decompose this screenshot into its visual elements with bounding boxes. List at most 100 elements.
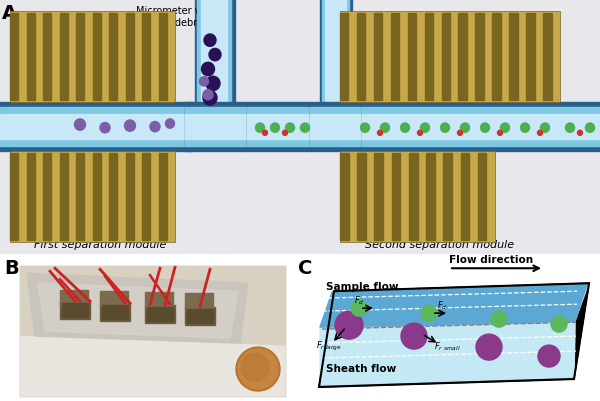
- Bar: [392, 154, 400, 240]
- Circle shape: [421, 306, 437, 321]
- Text: $F_d$: $F_d$: [437, 298, 448, 311]
- Circle shape: [238, 349, 278, 389]
- Bar: [109, 154, 117, 240]
- Bar: [426, 154, 435, 240]
- Bar: [125, 14, 134, 101]
- Bar: [60, 290, 88, 306]
- Bar: [461, 154, 469, 240]
- Text: Sample flow: Sample flow: [326, 282, 398, 292]
- Bar: [325, 0, 346, 103]
- Circle shape: [538, 345, 560, 367]
- Circle shape: [380, 124, 389, 133]
- Bar: [59, 14, 68, 101]
- Bar: [76, 154, 84, 240]
- Bar: [59, 154, 68, 240]
- Circle shape: [491, 312, 507, 327]
- Circle shape: [481, 124, 490, 133]
- Bar: [310, 108, 360, 147]
- Bar: [92, 154, 101, 240]
- Text: B: B: [4, 259, 19, 277]
- Bar: [109, 14, 117, 101]
- Polygon shape: [20, 336, 285, 396]
- Bar: [340, 152, 495, 242]
- Circle shape: [263, 131, 268, 136]
- Text: Sheath flow: Sheath flow: [326, 363, 396, 373]
- Text: Second separation module: Second separation module: [365, 239, 515, 249]
- Bar: [478, 154, 487, 240]
- Bar: [187, 310, 213, 323]
- Polygon shape: [320, 284, 587, 327]
- Bar: [185, 294, 213, 310]
- Bar: [60, 302, 90, 319]
- Bar: [100, 304, 130, 321]
- Circle shape: [241, 353, 269, 381]
- Bar: [407, 14, 416, 101]
- Bar: [145, 292, 173, 308]
- Bar: [92, 14, 101, 101]
- Bar: [425, 14, 433, 101]
- Circle shape: [421, 124, 430, 133]
- Bar: [100, 292, 128, 308]
- Bar: [340, 12, 560, 103]
- Bar: [526, 14, 535, 101]
- Bar: [0, 103, 192, 152]
- Circle shape: [377, 131, 383, 136]
- Bar: [310, 103, 360, 152]
- Circle shape: [204, 35, 216, 47]
- Polygon shape: [38, 284, 238, 338]
- Circle shape: [335, 312, 363, 339]
- Circle shape: [401, 124, 409, 133]
- Circle shape: [361, 124, 370, 133]
- Bar: [185, 308, 215, 325]
- Bar: [185, 108, 245, 147]
- Circle shape: [202, 63, 215, 77]
- Circle shape: [286, 124, 295, 133]
- Circle shape: [521, 124, 530, 133]
- Bar: [543, 14, 551, 101]
- Bar: [245, 115, 310, 140]
- Polygon shape: [27, 273, 248, 343]
- Circle shape: [541, 124, 550, 133]
- Bar: [0, 108, 192, 147]
- Bar: [195, 0, 235, 103]
- Bar: [20, 267, 285, 396]
- Circle shape: [74, 119, 86, 131]
- Bar: [340, 14, 349, 101]
- Polygon shape: [320, 321, 575, 386]
- Circle shape: [166, 119, 175, 129]
- Circle shape: [351, 300, 367, 316]
- Bar: [0, 115, 192, 140]
- Bar: [197, 0, 231, 103]
- Bar: [102, 306, 128, 319]
- Circle shape: [301, 124, 310, 133]
- Circle shape: [440, 124, 449, 133]
- Bar: [10, 154, 18, 240]
- Circle shape: [283, 131, 287, 136]
- Bar: [322, 0, 349, 103]
- Bar: [245, 103, 310, 152]
- Polygon shape: [321, 323, 575, 385]
- Bar: [185, 115, 245, 140]
- Bar: [458, 14, 467, 101]
- Bar: [185, 103, 245, 152]
- Circle shape: [100, 123, 110, 134]
- Text: $F_{r\ small}$: $F_{r\ small}$: [434, 339, 461, 352]
- Circle shape: [497, 131, 503, 136]
- Bar: [443, 154, 452, 240]
- Bar: [355, 115, 600, 140]
- Circle shape: [401, 323, 427, 349]
- Bar: [340, 154, 349, 240]
- Polygon shape: [320, 286, 588, 327]
- Bar: [509, 14, 518, 101]
- Circle shape: [566, 124, 575, 133]
- Bar: [43, 14, 51, 101]
- Circle shape: [476, 334, 502, 360]
- Circle shape: [150, 122, 160, 132]
- Bar: [201, 0, 227, 103]
- Bar: [374, 14, 382, 101]
- Text: Flow direction: Flow direction: [449, 255, 533, 265]
- Circle shape: [125, 121, 136, 132]
- Circle shape: [577, 131, 583, 136]
- Bar: [442, 14, 450, 101]
- Text: $F_{r\ large}$: $F_{r\ large}$: [316, 339, 342, 352]
